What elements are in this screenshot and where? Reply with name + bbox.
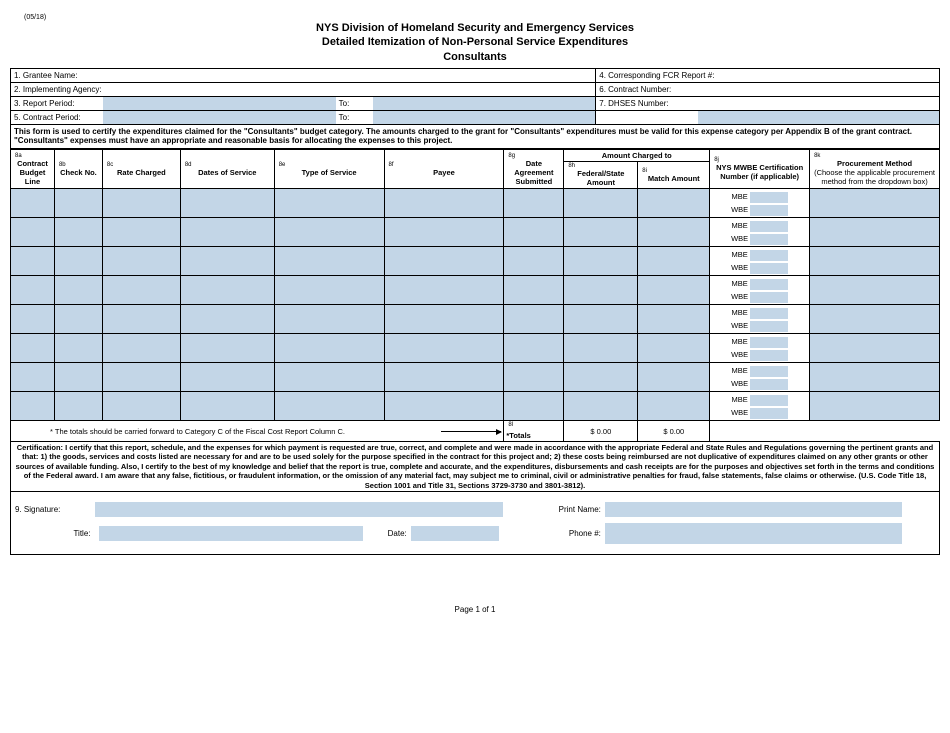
label-agency: 2. Implementing Agency: xyxy=(14,85,102,94)
table-row: MBEWBE xyxy=(11,218,940,247)
cell-federal[interactable] xyxy=(564,189,638,218)
form-header: NYS Division of Homeland Security and Em… xyxy=(10,21,940,64)
cell-type[interactable] xyxy=(274,189,384,218)
cell-dates[interactable] xyxy=(180,189,274,218)
totals-match: $ 0.00 xyxy=(638,421,710,442)
input-phone[interactable] xyxy=(605,523,902,544)
certification-text: Certification: I certify that this repor… xyxy=(11,442,940,492)
label-title: Title: xyxy=(73,529,90,538)
expenditure-table: 8aContract Budget Line 8bCheck No. 8cRat… xyxy=(10,149,940,492)
table-row: MBEWBE xyxy=(11,334,940,363)
table-row: MBEWBE xyxy=(11,276,940,305)
cell-budget[interactable] xyxy=(11,189,55,218)
table-row: MBEWBE xyxy=(11,247,940,276)
signature-block: 9. Signature: Print Name: Title: Date: xyxy=(10,492,940,555)
label-dhses: 7. DHSES Number: xyxy=(599,99,668,108)
table-row: MBE WBE xyxy=(11,189,940,218)
col-type: Type of Service xyxy=(302,168,357,177)
input-dhses-extra[interactable] xyxy=(698,110,940,124)
input-report-from[interactable] xyxy=(103,96,335,110)
totals-note: * The totals should be carried forward t… xyxy=(11,421,385,442)
wbe-label: WBE xyxy=(731,205,748,214)
table-row: MBEWBE xyxy=(11,363,940,392)
wbe-input[interactable] xyxy=(750,205,788,216)
label-contract-num: 6. Contract Number: xyxy=(599,85,671,94)
label-print-name: Print Name: xyxy=(559,505,601,514)
input-date[interactable] xyxy=(411,526,499,541)
cell-payee[interactable] xyxy=(384,189,504,218)
col-mwbe: NYS MWBE Certification Number (if applic… xyxy=(716,163,803,181)
col-payee: Payee xyxy=(433,168,455,177)
totals-label: *Totals xyxy=(506,431,530,440)
top-fields: 1. Grantee Name: 4. Corresponding FCR Re… xyxy=(10,68,940,149)
input-report-to[interactable] xyxy=(373,96,596,110)
label-report-period: 3. Report Period: xyxy=(14,99,74,108)
arrow-icon xyxy=(441,431,501,432)
col-dates: Dates of Service xyxy=(198,168,256,177)
input-print-name[interactable] xyxy=(605,502,902,517)
input-signature[interactable] xyxy=(95,502,503,517)
mbe-label: MBE xyxy=(732,192,748,201)
table-row: MBEWBE xyxy=(11,392,940,421)
label-grantee: 1. Grantee Name: xyxy=(14,71,78,80)
cell-mwbe: MBE WBE xyxy=(710,189,810,218)
sup-8l: 8l xyxy=(506,422,513,428)
col-procurement-sub: (Choose the applicable procurement metho… xyxy=(814,168,935,186)
cell-check[interactable] xyxy=(54,189,102,218)
col-amount-header: Amount Charged to xyxy=(564,150,710,162)
input-contract-to[interactable] xyxy=(373,110,596,124)
col-budget-line: Contract Budget Line xyxy=(17,159,48,186)
cell-rate[interactable] xyxy=(102,189,180,218)
cell-match[interactable] xyxy=(638,189,710,218)
label-phone: Phone #: xyxy=(569,529,601,538)
label-date: Date: xyxy=(388,529,407,538)
header-line3: Consultants xyxy=(10,50,940,64)
label-fcr: 4. Corresponding FCR Report #: xyxy=(599,71,714,80)
totals-row: * The totals should be carried forward t… xyxy=(11,421,940,442)
col-federal: Federal/State Amount xyxy=(577,169,624,187)
label-contract-to: To: xyxy=(339,113,350,122)
page-number: Page 1 of 1 xyxy=(10,605,940,614)
col-procurement: Procurement Method xyxy=(837,159,912,168)
input-title[interactable] xyxy=(99,526,363,541)
col-rate: Rate Charged xyxy=(117,168,166,177)
col-match: Match Amount xyxy=(648,174,700,183)
label-signature: 9. Signature: xyxy=(15,505,60,514)
table-row: MBEWBE xyxy=(11,305,940,334)
header-line1: NYS Division of Homeland Security and Em… xyxy=(10,21,940,35)
label-report-to: To: xyxy=(339,99,350,108)
col-date-agreement: Date Agreement Submitted xyxy=(514,159,553,186)
cell-procurement[interactable] xyxy=(810,189,940,218)
totals-federal: $ 0.00 xyxy=(564,421,638,442)
instruction-text: This form is used to certify the expendi… xyxy=(11,124,940,148)
input-contract-from[interactable] xyxy=(103,110,335,124)
cell-agreement[interactable] xyxy=(504,189,564,218)
mbe-input[interactable] xyxy=(750,192,788,203)
header-line2: Detailed Itemization of Non-Personal Ser… xyxy=(10,35,940,49)
revision-date: (05/18) xyxy=(10,10,940,21)
label-contract-period: 5. Contract Period: xyxy=(14,113,81,122)
col-check: Check No. xyxy=(60,168,97,177)
